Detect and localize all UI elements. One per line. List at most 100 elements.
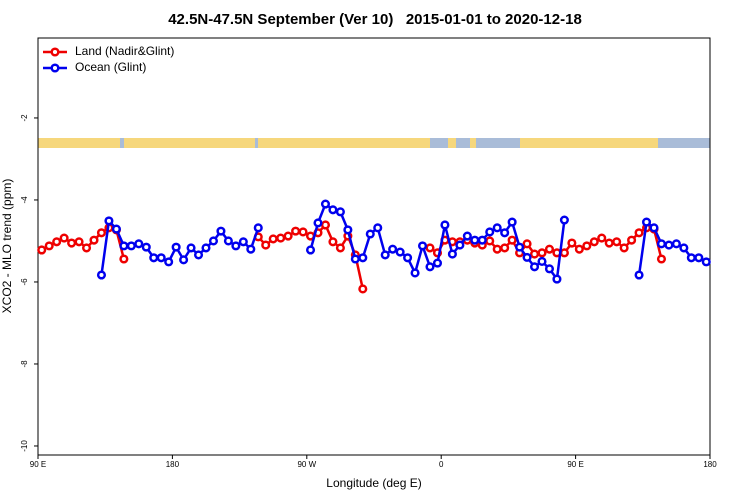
- data-point: [485, 236, 495, 246]
- data-point: [559, 248, 569, 258]
- data-point: [403, 253, 413, 263]
- data-point: [671, 239, 681, 249]
- data-point: [216, 226, 226, 236]
- legend-label: Land (Nadir&Glint): [75, 44, 174, 58]
- data-point: [223, 236, 233, 246]
- data-point: [365, 229, 375, 239]
- data-point: [649, 223, 659, 233]
- data-point: [37, 245, 47, 255]
- data-point: [537, 256, 547, 267]
- data-point: [664, 240, 674, 250]
- data-point: [119, 241, 129, 251]
- data-point: [320, 199, 331, 209]
- data-point: [500, 243, 510, 253]
- data-point: [544, 264, 555, 274]
- data-point: [582, 241, 592, 251]
- data-point: [627, 235, 637, 245]
- data-point: [529, 249, 540, 259]
- data-point: [156, 253, 166, 263]
- data-point: [268, 234, 278, 244]
- data-point: [477, 235, 487, 245]
- data-point: [507, 217, 517, 227]
- data-point: [462, 231, 472, 241]
- data-point: [104, 216, 114, 226]
- data-point: [507, 235, 517, 245]
- data-point: [440, 220, 450, 230]
- y-axis-label: XCO2 - MLO trend (ppm): [0, 179, 14, 314]
- data-point: [455, 240, 465, 250]
- y-tick-label: -4: [20, 196, 29, 204]
- data-point: [567, 238, 577, 248]
- data-point: [656, 239, 667, 249]
- x-tick-label: 180: [703, 460, 717, 469]
- data-point: [261, 240, 271, 250]
- data-point: [410, 268, 420, 278]
- data-point: [246, 244, 256, 254]
- data-point: [52, 237, 62, 247]
- data-point: [119, 254, 129, 264]
- data-point: [291, 226, 301, 236]
- data-point: [500, 228, 510, 238]
- data-point: [111, 224, 121, 234]
- x-tick-label: 90 W: [297, 460, 316, 469]
- data-point: [373, 223, 383, 233]
- data-point: [485, 227, 495, 237]
- data-point: [179, 255, 189, 265]
- data-point: [313, 218, 323, 228]
- data-point: [515, 242, 525, 252]
- data-point: [656, 254, 667, 264]
- x-axis-label: Longitude (deg E): [326, 476, 421, 490]
- data-point: [604, 238, 614, 248]
- data-point: [537, 248, 547, 258]
- data-point: [335, 243, 345, 253]
- data-point: [74, 237, 84, 247]
- data-point: [679, 243, 689, 253]
- data-point: [44, 241, 54, 251]
- data-point: [492, 223, 502, 233]
- data-point: [186, 243, 196, 253]
- data-point: [686, 253, 696, 263]
- x-tick-label: 0: [439, 460, 444, 469]
- data-point: [358, 284, 368, 294]
- data-point: [619, 243, 629, 253]
- data-point: [201, 243, 211, 253]
- data-point: [208, 236, 219, 246]
- data-point: [522, 252, 532, 262]
- legend-label: Ocean (Glint): [75, 60, 146, 74]
- legend-marker: [50, 63, 60, 73]
- data-point: [231, 241, 241, 251]
- data-point: [81, 243, 92, 253]
- data-point: [395, 247, 405, 257]
- data-point: [634, 270, 644, 280]
- chart-title: 42.5N-47.5N September (Ver 10) 2015-01-0…: [168, 11, 582, 28]
- data-point: [305, 245, 316, 255]
- data-point: [126, 241, 136, 251]
- data-point: [238, 237, 248, 247]
- data-point: [694, 253, 704, 263]
- x-tick-label: 90 E: [567, 460, 583, 469]
- data-point: [559, 215, 569, 225]
- data-point: [276, 233, 286, 243]
- data-point: [529, 262, 540, 272]
- data-point: [492, 244, 502, 254]
- data-point: [59, 233, 69, 243]
- x-tick-label: 180: [166, 460, 180, 469]
- data-point: [134, 239, 144, 249]
- data-point: [96, 270, 107, 280]
- data-point: [67, 238, 77, 248]
- data-point: [634, 228, 644, 238]
- x-tick-label: 90 E: [30, 460, 46, 469]
- data-point: [253, 223, 263, 233]
- data-point: [96, 228, 107, 238]
- data-point: [328, 237, 338, 247]
- data-point: [417, 241, 428, 251]
- data-point: [447, 249, 457, 259]
- data-point: [432, 258, 443, 268]
- data-point: [335, 207, 345, 217]
- legend-marker: [50, 47, 60, 57]
- data-point: [641, 217, 652, 227]
- data-point: [343, 225, 353, 235]
- y-tick-label: -6: [20, 278, 29, 286]
